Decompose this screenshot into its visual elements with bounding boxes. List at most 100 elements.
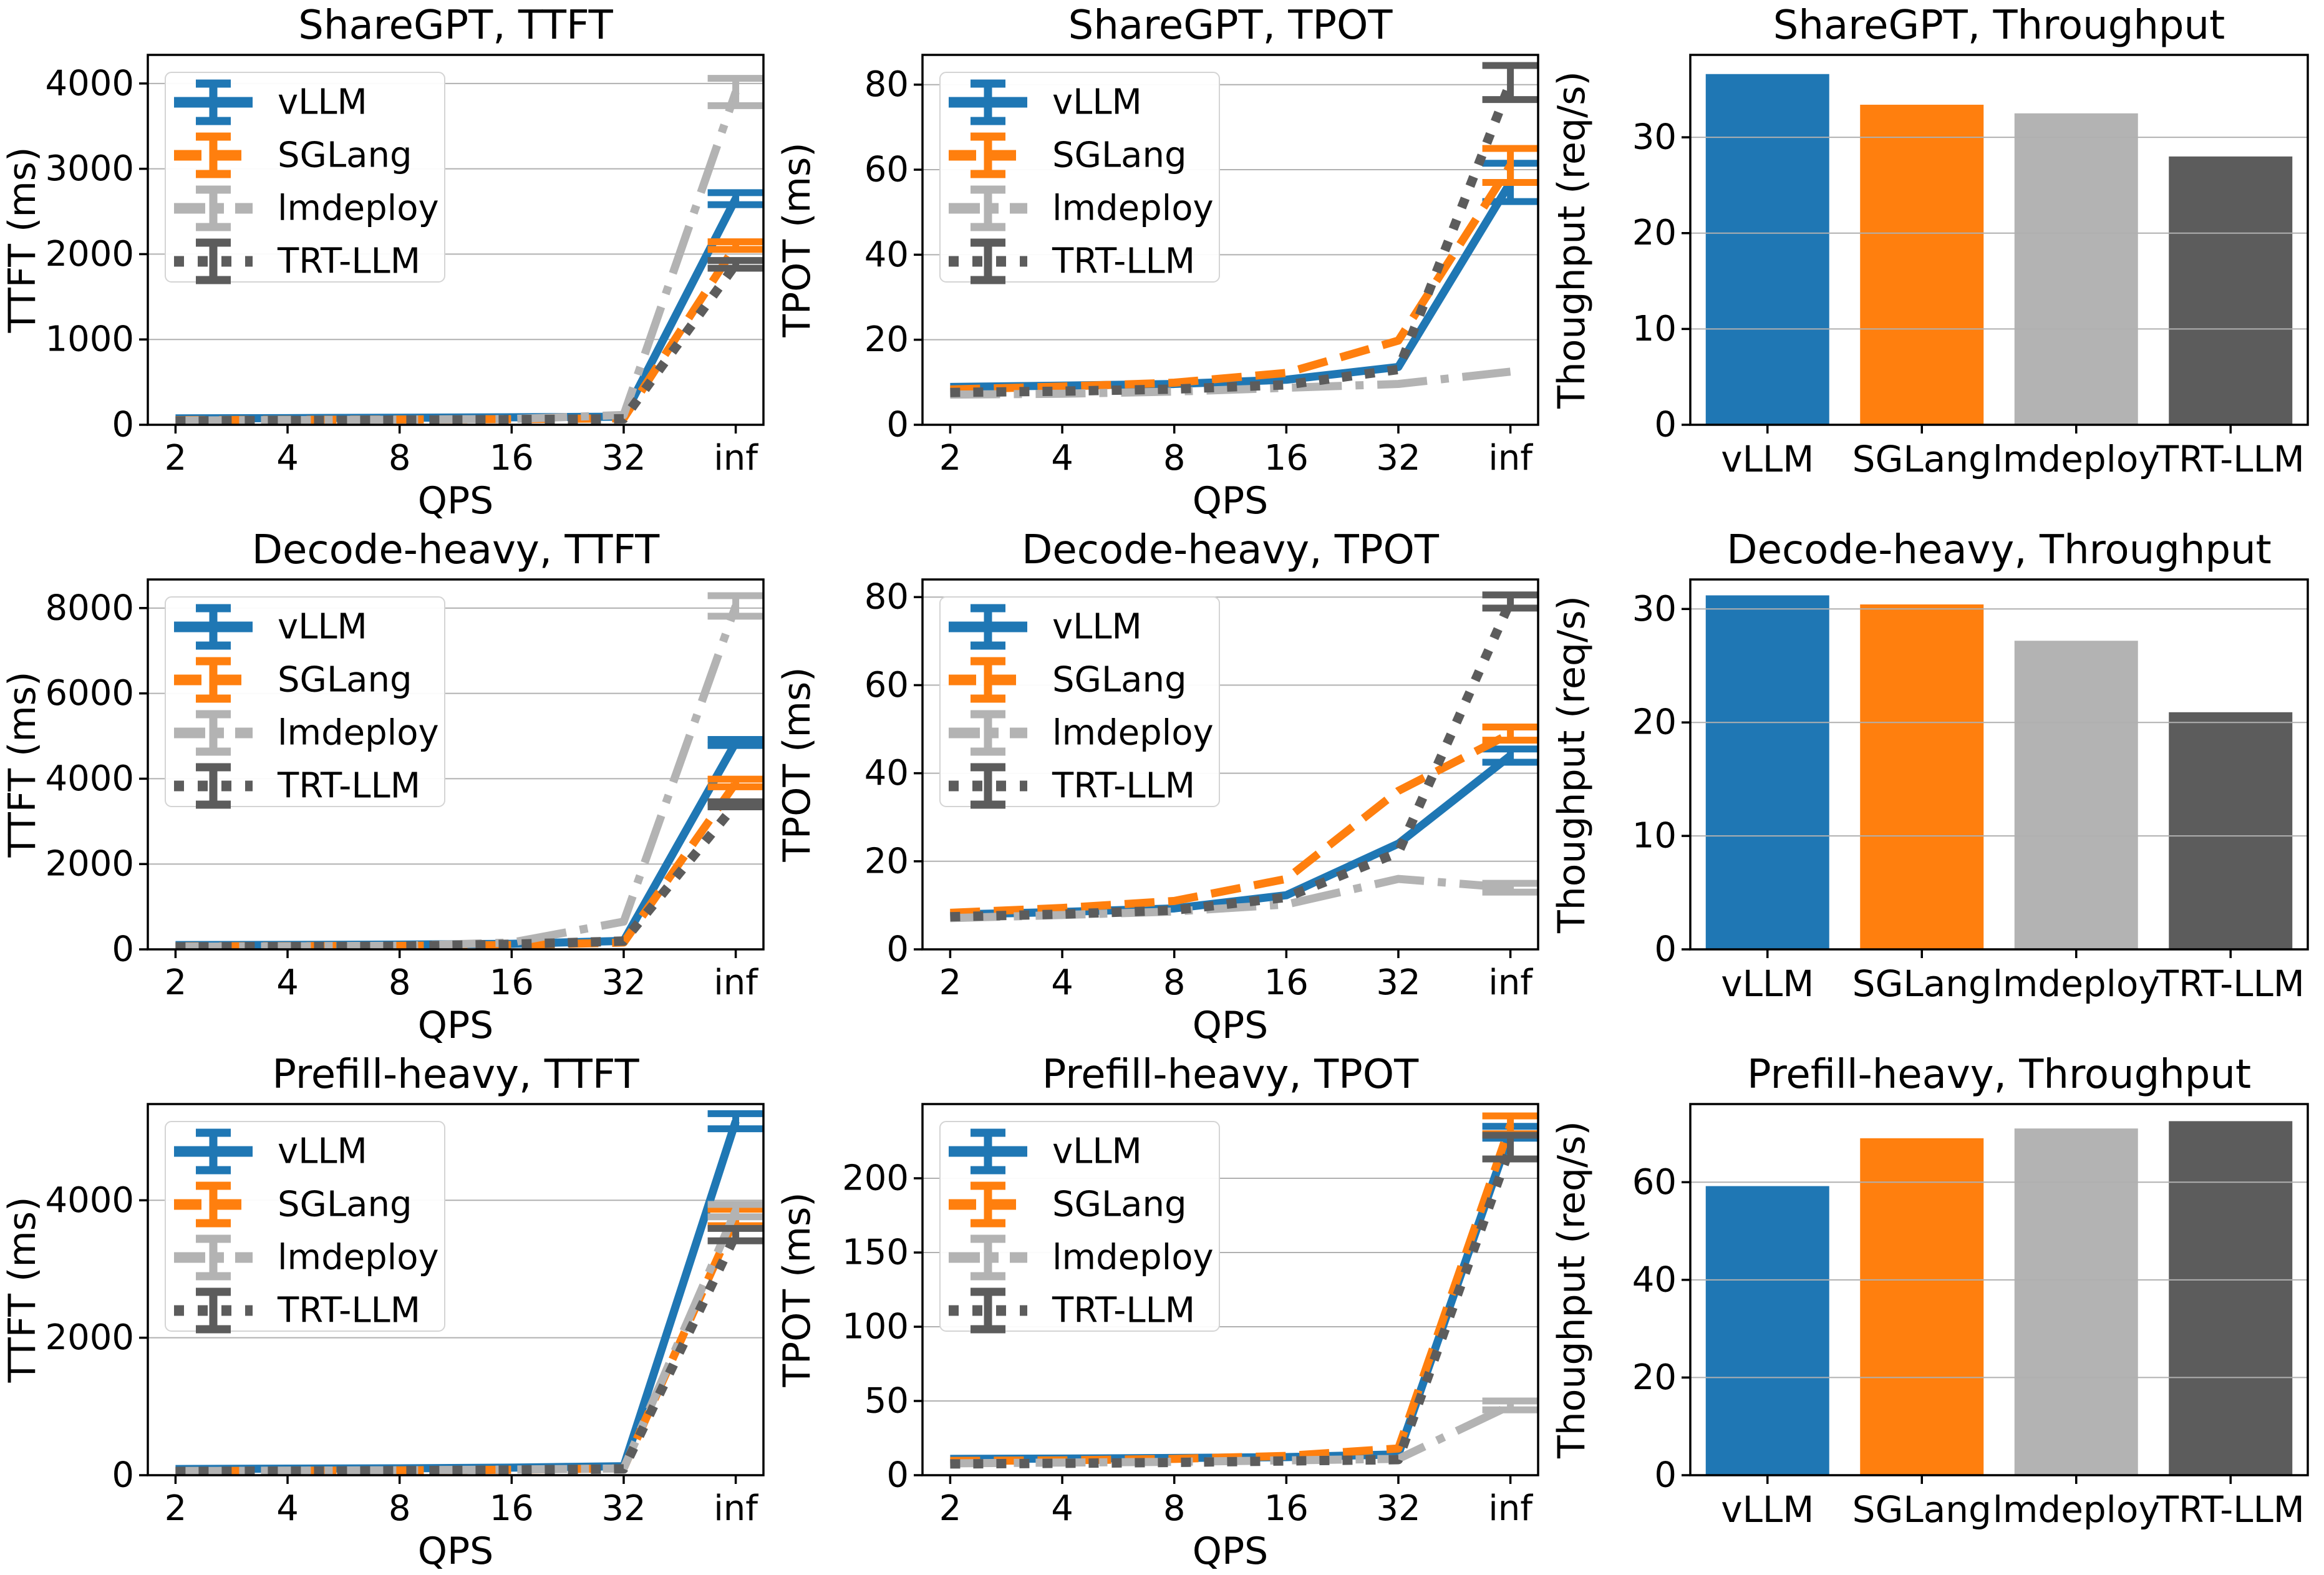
legend-label: vLLM: [1052, 82, 1142, 123]
legend-label: SGLang: [1052, 135, 1187, 176]
legend: vLLM SGLang lmdeploy TRT-LLM: [165, 1121, 445, 1334]
series-group: [950, 62, 1539, 399]
y-axis-label: Thoughput (req/s): [1550, 1121, 1594, 1459]
legend-entry-SGLang: SGLang: [949, 657, 1187, 703]
svg-text:8: 8: [389, 1488, 411, 1529]
legend-entry-vLLM: vLLM: [949, 1128, 1142, 1175]
legend-label: lmdeploy: [1052, 188, 1214, 229]
chart-title: ShareGPT, Throughput: [1773, 2, 2225, 49]
chart-title: ShareGPT, TPOT: [1068, 2, 1393, 49]
bars: [1705, 595, 2293, 949]
chart-prefill-heavy-tpot: 2 4 8 16 32 inf QPS 0 50 100 150 200 TPOT (ms) Prefil…: [775, 1049, 1549, 1575]
svg-text:2: 2: [939, 962, 962, 1003]
series-TRT-LLM: [175, 261, 740, 425]
svg-text:0: 0: [1654, 1455, 1677, 1496]
plot-frame: [1689, 54, 2309, 426]
chart-title: Prefill-heavy, Throughput: [1747, 1052, 2251, 1098]
legend-entry-lmdeploy: lmdeploy: [949, 710, 1214, 756]
svg-text:8: 8: [1163, 962, 1186, 1003]
legend-label: lmdeploy: [278, 713, 439, 754]
legend-label: SGLang: [278, 660, 412, 700]
svg-text:0: 0: [1654, 929, 1677, 970]
svg-text:40: 40: [864, 753, 909, 793]
plot-frame: [1689, 578, 2309, 951]
svg-text:16: 16: [490, 438, 534, 478]
svg-text:32: 32: [1376, 962, 1420, 1003]
series-TRT-LLM: [175, 1233, 740, 1475]
errorbar-SGLang: [1482, 723, 1539, 744]
svg-text:TRT-LLM: TRT-LLM: [2156, 962, 2305, 1005]
svg-text:8000: 8000: [45, 588, 134, 628]
svg-text:40: 40: [1632, 1259, 1677, 1300]
svg-text:lmdeploy: lmdeploy: [1993, 438, 2160, 480]
y-axis: 0 10 20 30 Thoughput (req/s): [1550, 589, 1690, 970]
legend-entry-TRT-LLM: TRT-LLM: [949, 763, 1195, 809]
svg-text:3000: 3000: [45, 148, 134, 189]
svg-text:4: 4: [276, 962, 299, 1003]
svg-text:10: 10: [1632, 816, 1677, 856]
chart-sharegpt-ttft: 2 4 8 16 32 inf QPS 0 1000 2000 3000 4000 TTFT (ms) S…: [0, 0, 775, 525]
y-axis: 0 2000 4000 6000 8000 TTFT (ms): [1, 588, 148, 970]
series-group: [175, 75, 764, 425]
errorbar-vLLM: [1482, 745, 1539, 766]
chart-decode-heavy-tpot: 2 4 8 16 32 inf QPS 0 20 40 60 80 TPOT (ms) Decode-he…: [775, 525, 1549, 1049]
svg-text:16: 16: [1264, 1488, 1309, 1529]
svg-text:50: 50: [864, 1381, 909, 1422]
legend-entry-lmdeploy: lmdeploy: [949, 185, 1214, 231]
svg-text:2: 2: [939, 438, 962, 478]
legend-entry-TRT-LLM: TRT-LLM: [949, 238, 1195, 284]
legend-label: vLLM: [278, 82, 367, 123]
y-axis: 0 10 20 30 Thoughput (req/s): [1550, 71, 1690, 445]
legend: vLLM SGLang lmdeploy TRT-LLM: [165, 72, 445, 284]
svg-text:TRT-LLM: TRT-LLM: [2156, 1488, 2305, 1531]
svg-text:2: 2: [939, 1488, 962, 1529]
legend-entry-TRT-LLM: TRT-LLM: [174, 1287, 420, 1334]
svg-text:32: 32: [601, 438, 646, 478]
chart-decode-heavy-throughput: vLLM SGLang lmdeploy TRT-LLM 0 10 20 30 Thoughpu…: [1549, 525, 2324, 1049]
x-axis-label: QPS: [418, 1004, 494, 1047]
series-TRT-LLM: [175, 801, 740, 949]
y-axis-label: TTFT (ms): [1, 672, 44, 858]
svg-text:20: 20: [864, 841, 909, 881]
legend-label: lmdeploy: [278, 1238, 439, 1278]
bar-SGLang: [1860, 104, 1984, 425]
legend: vLLM SGLang lmdeploy TRT-LLM: [165, 596, 445, 809]
chart-title: ShareGPT, TTFT: [298, 2, 613, 49]
legend-label: TRT-LLM: [277, 241, 420, 282]
legend-label: TRT-LLM: [1052, 241, 1195, 282]
series-SGLang: [175, 780, 739, 949]
chart-title: Decode-heavy, Throughput: [1726, 527, 2271, 573]
errorbar-lmdeploy: [1482, 880, 1539, 896]
legend-label: vLLM: [278, 1132, 367, 1172]
errorbar-TRT-LLM: [1482, 62, 1539, 104]
bar-lmdeploy: [2014, 641, 2138, 949]
legend-label: TRT-LLM: [277, 766, 420, 807]
svg-text:lmdeploy: lmdeploy: [1993, 962, 2160, 1005]
bar-SGLang: [1860, 604, 1984, 949]
legend-label: SGLang: [1052, 1185, 1187, 1225]
svg-text:32: 32: [1376, 1488, 1420, 1529]
svg-text:0: 0: [886, 1455, 909, 1496]
chart-canvas-sharegpt-tpot: 2 4 8 16 32 inf QPS 0 20 40 60 80 TPOT (ms) ShareGPT,…: [775, 2, 1539, 523]
plot-frame: [147, 578, 765, 951]
x-axis-label: QPS: [1193, 1004, 1269, 1047]
bar-lmdeploy: [2014, 1128, 2138, 1475]
plot-frame: [147, 1103, 765, 1476]
errorbar-TRT-LLM: [707, 257, 764, 272]
svg-text:40: 40: [864, 235, 909, 275]
errorbar-TRT-LLM: [1482, 1132, 1539, 1163]
legend: vLLM SGLang lmdeploy TRT-LLM: [939, 1121, 1220, 1334]
legend-label: TRT-LLM: [1052, 766, 1195, 807]
x-axis-label: QPS: [1193, 479, 1269, 523]
chart-sharegpt-throughput: vLLM SGLang lmdeploy TRT-LLM 0 10 20 30 Thoughpu…: [1549, 0, 2324, 525]
svg-text:8: 8: [1163, 1488, 1186, 1529]
svg-text:4000: 4000: [45, 1180, 134, 1221]
svg-text:20: 20: [1632, 213, 1677, 253]
x-axis: 2 4 8 16 32 inf QPS: [165, 1475, 758, 1573]
legend-label: lmdeploy: [278, 188, 439, 229]
svg-text:32: 32: [601, 1488, 646, 1529]
